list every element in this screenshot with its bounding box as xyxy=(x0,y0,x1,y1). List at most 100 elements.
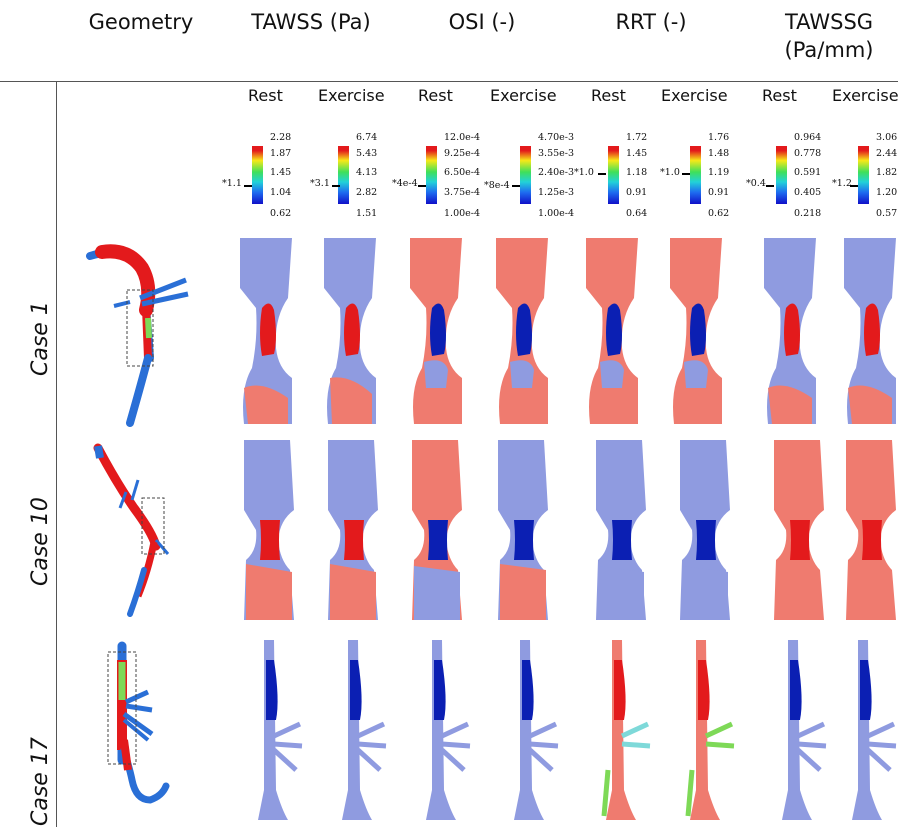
colorbar-threshold-mark xyxy=(332,185,340,187)
colorbar-tawssg-exercise: 3.06 2.44 1.82 1.20 0.57 *1.2 xyxy=(832,122,898,222)
contour-case-1-osi-rest xyxy=(410,238,462,424)
contour-case-10-osi-rest xyxy=(412,440,462,620)
header-divider xyxy=(0,81,898,82)
contour-case-1-tawss-exercise xyxy=(324,238,376,424)
colorbar-gradient xyxy=(690,146,701,204)
contour-case-17-tawssg-exercise xyxy=(852,640,897,820)
header-geometry: Geometry xyxy=(88,10,194,34)
colorbar-threshold-mark xyxy=(682,173,690,175)
contour-case-10-tawss-rest xyxy=(244,440,294,620)
colorbar-tick-label: 1.48 xyxy=(708,148,730,159)
colorbar-tick-label: 1.51 xyxy=(356,208,378,219)
colorbar-threshold-mark xyxy=(244,185,252,187)
contour-case-17-tawss-exercise xyxy=(342,640,387,820)
contour-case-1-osi-exercise xyxy=(496,238,548,424)
subheader-rrt-exercise: Exercise xyxy=(661,86,728,105)
colorbar-threshold-label: *1.2 xyxy=(832,178,852,189)
row-label-case-1: Case 1 xyxy=(28,301,53,376)
colorbar-threshold-label: *1.0 xyxy=(574,167,594,178)
contour-case-1-tawssg-exercise xyxy=(844,238,896,424)
colorbar-threshold-label: *8e-4 xyxy=(484,180,510,191)
colorbar-threshold-mark xyxy=(766,185,774,187)
colorbar-gradient xyxy=(608,146,619,204)
colorbar-tick-label: 1.25e-3 xyxy=(538,187,575,198)
contour-case-1-rrt-exercise xyxy=(670,238,722,424)
row-label-case-17: Case 17 xyxy=(28,737,53,826)
colorbar-tick-label: 9.25e-4 xyxy=(444,148,481,159)
contour-case-10-rrt-rest xyxy=(596,440,646,620)
colorbar-tick-label: 1.20 xyxy=(876,187,898,198)
contour-case-10-tawssg-rest xyxy=(774,440,824,620)
colorbar-tick-label: 0.62 xyxy=(270,208,292,219)
contour-case-17-tawss-rest xyxy=(258,640,303,820)
colorbar-tick-label: 3.55e-3 xyxy=(538,148,575,159)
colorbar-threshold-mark xyxy=(598,173,606,175)
colorbar-tick-label: 6.74 xyxy=(356,132,378,143)
colorbar-tick-label: 1.18 xyxy=(626,167,648,178)
colorbar-rrt-rest: 1.72 1.45 1.18 0.91 0.64 *1.0 xyxy=(574,122,668,222)
colorbar-tick-label: 4.70e-3 xyxy=(538,132,575,143)
header-osi: OSI (-) xyxy=(448,10,516,34)
colorbar-threshold-label: *1.1 xyxy=(222,178,242,189)
header-tawssg: TAWSSG (Pa/mm) xyxy=(784,10,874,62)
contour-case-10-osi-exercise xyxy=(498,440,548,620)
contour-case-17-rrt-rest xyxy=(601,640,651,820)
contour-case-17-rrt-exercise xyxy=(685,640,735,820)
geometry-case-17 xyxy=(107,641,170,804)
colorbar-tick-label: 1.00e-4 xyxy=(444,208,481,219)
colorbar-threshold-mark xyxy=(850,185,858,187)
contour-case-10-rrt-exercise xyxy=(680,440,730,620)
colorbar-tick-label: 0.64 xyxy=(626,208,648,219)
geometry-case-10 xyxy=(93,443,170,617)
subheader-tawss-rest: Rest xyxy=(248,86,283,105)
colorbar-tick-label: 12.0e-4 xyxy=(444,132,481,143)
colorbar-tick-label: 4.13 xyxy=(356,167,378,178)
contour-case-17-osi-exercise xyxy=(514,640,559,820)
colorbar-tawss-exercise: 6.74 5.43 4.13 2.82 1.51 *3.1 xyxy=(310,122,400,222)
row-label-divider xyxy=(56,82,57,827)
colorbar-threshold-label: *1.0 xyxy=(660,167,680,178)
colorbar-tick-label: 1.00e-4 xyxy=(538,208,575,219)
colorbar-tick-label: 6.50e-4 xyxy=(444,167,481,178)
row-label-case-10: Case 10 xyxy=(28,497,53,586)
colorbar-tick-label: 1.72 xyxy=(626,132,648,143)
geometry-case-1 xyxy=(86,244,189,427)
colorbar-tick-label: 2.40e-3 xyxy=(538,167,575,178)
colorbar-threshold-label: *4e-4 xyxy=(392,178,418,189)
colorbar-threshold-label: *3.1 xyxy=(310,178,330,189)
colorbar-tick-label: 1.04 xyxy=(270,187,292,198)
colorbar-tick-label: 0.405 xyxy=(794,187,822,198)
contour-case-1-tawssg-rest xyxy=(764,238,816,424)
colorbar-tick-label: 3.75e-4 xyxy=(444,187,481,198)
colorbar-tick-label: 1.45 xyxy=(626,148,648,159)
colorbar-tick-label: 1.45 xyxy=(270,167,292,178)
colorbar-gradient xyxy=(338,146,349,204)
colorbar-tick-label: 1.87 xyxy=(270,148,292,159)
subheader-tawssg-exercise: Exercise xyxy=(832,86,898,105)
colorbar-tick-label: 3.06 xyxy=(876,132,898,143)
colorbar-tick-label: 1.19 xyxy=(708,167,730,178)
colorbar-gradient xyxy=(858,146,869,204)
colorbar-tick-label: 0.591 xyxy=(794,167,822,178)
colorbar-osi-exercise: 4.70e-3 3.55e-3 2.40e-3 1.25e-3 1.00e-4 … xyxy=(484,122,574,222)
contour-case-1-tawss-rest xyxy=(240,238,292,424)
colorbar-tawssg-rest: 0.964 0.778 0.591 0.405 0.218 *0.4 xyxy=(746,122,836,222)
contour-case-10-tawss-exercise xyxy=(328,440,378,620)
header-rrt: RRT (-) xyxy=(615,10,687,34)
colorbar-tick-label: 0.218 xyxy=(794,208,822,219)
subheader-rrt-rest: Rest xyxy=(591,86,626,105)
colorbar-tick-label: 2.82 xyxy=(356,187,378,198)
colorbar-threshold-label: *0.4 xyxy=(746,178,766,189)
contour-case-17-tawssg-rest xyxy=(782,640,827,820)
colorbar-osi-rest: 12.0e-4 9.25e-4 6.50e-4 3.75e-4 1.00e-4 … xyxy=(392,122,482,222)
colorbar-tick-label: 2.44 xyxy=(876,148,898,159)
subheader-tawssg-rest: Rest xyxy=(762,86,797,105)
colorbar-tick-label: 0.57 xyxy=(876,208,898,219)
subheader-osi-rest: Rest xyxy=(418,86,453,105)
colorbar-tick-label: 0.62 xyxy=(708,208,730,219)
colorbar-tick-label: 1.76 xyxy=(708,132,730,143)
contour-case-1-rrt-rest xyxy=(586,238,638,424)
colorbar-tick-label: 0.778 xyxy=(794,148,822,159)
colorbar-tick-label: 0.964 xyxy=(794,132,822,143)
subheader-osi-exercise: Exercise xyxy=(490,86,557,105)
